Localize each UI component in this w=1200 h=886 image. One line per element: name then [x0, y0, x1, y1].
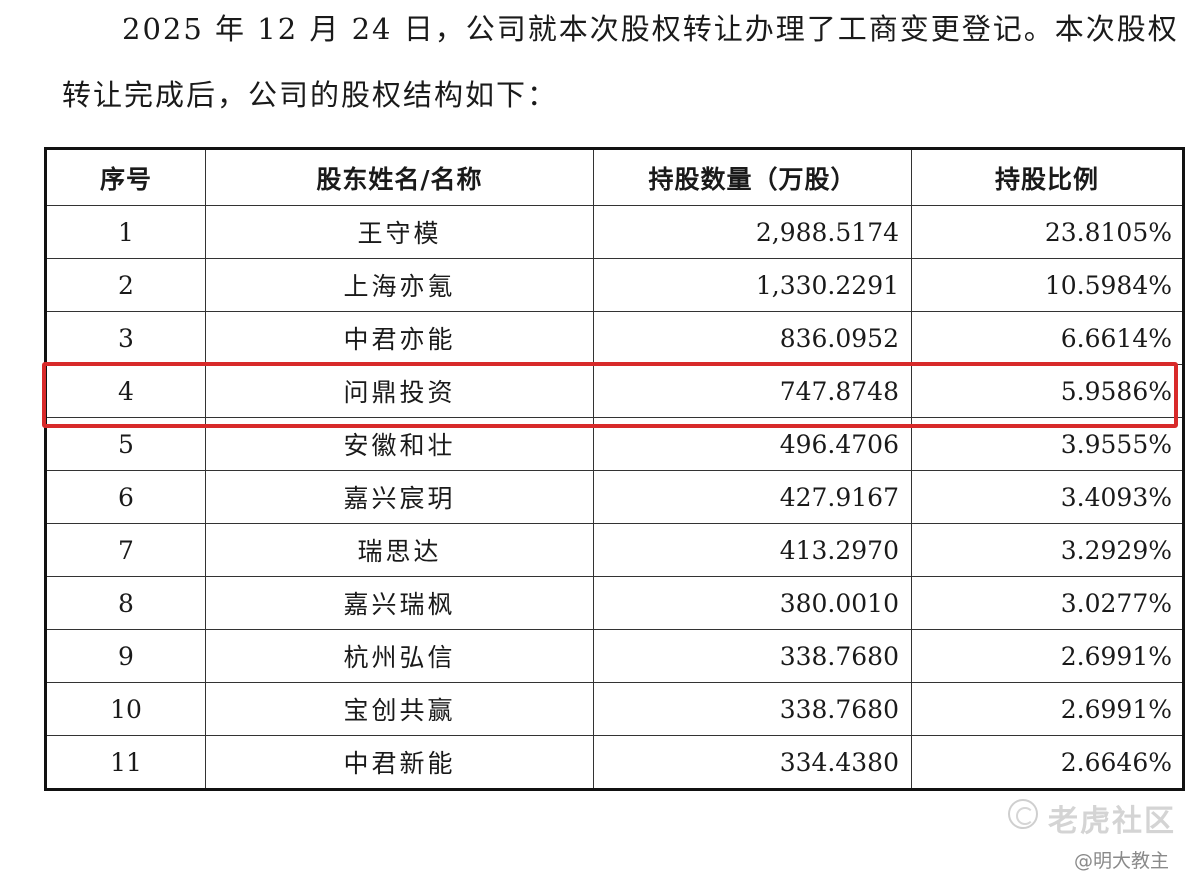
table-row: 3 中君亦能 836.0952 6.6614% — [45, 311, 1184, 365]
row-share-quantity: 338.7680 — [593, 682, 912, 736]
row-index: 7 — [45, 523, 206, 577]
row-shareholder-name: 问鼎投资 — [205, 364, 594, 418]
header-share-ratio: 持股比例 — [911, 148, 1184, 206]
row-share-ratio: 3.9555% — [911, 417, 1184, 471]
row-shareholder-name: 上海亦氪 — [205, 258, 594, 312]
table-row: 9 杭州弘信 338.7680 2.6991% — [45, 629, 1184, 683]
row-shareholder-name: 中君亦能 — [205, 311, 594, 365]
row-shareholder-name: 嘉兴瑞枫 — [205, 576, 594, 630]
table-row: 10 宝创共赢 338.7680 2.6991% — [45, 682, 1184, 736]
table-row: 8 嘉兴瑞枫 380.0010 3.0277% — [45, 576, 1184, 630]
row-index: 10 — [45, 682, 206, 736]
row-index: 2 — [45, 258, 206, 312]
row-index: 6 — [45, 470, 206, 524]
row-index: 1 — [45, 205, 206, 259]
row-share-quantity: 1,330.2291 — [593, 258, 912, 312]
paragraph-line-1: 2025 年 12 月 24 日，公司就本次股权转让办理了工商变更登记。本次股权 — [122, 12, 1179, 46]
row-index: 3 — [45, 311, 206, 365]
row-share-ratio: 3.2929% — [911, 523, 1184, 577]
row-index: 8 — [45, 576, 206, 630]
row-share-ratio: 3.4093% — [911, 470, 1184, 524]
row-shareholder-name: 中君新能 — [205, 735, 594, 790]
paragraph-line-2: 转让完成后，公司的股权结构如下： — [62, 78, 559, 112]
row-shareholder-name: 嘉兴宸玥 — [205, 470, 594, 524]
row-share-ratio: 23.8105% — [911, 205, 1184, 259]
row-share-quantity: 338.7680 — [593, 629, 912, 683]
table-row: 6 嘉兴宸玥 427.9167 3.4093% — [45, 470, 1184, 524]
row-share-ratio: 10.5984% — [911, 258, 1184, 312]
watermark-brand: 老虎社区 — [1048, 804, 1176, 839]
table-row: 7 瑞思达 413.2970 3.2929% — [45, 523, 1184, 577]
table-header-row: 序号 股东姓名/名称 持股数量（万股） 持股比例 — [45, 148, 1184, 206]
header-shareholder-name: 股东姓名/名称 — [205, 148, 594, 206]
row-share-ratio: 2.6991% — [911, 629, 1184, 683]
row-share-quantity: 380.0010 — [593, 576, 912, 630]
row-index: 11 — [45, 735, 206, 790]
row-shareholder-name: 杭州弘信 — [205, 629, 594, 683]
row-index: 4 — [45, 364, 206, 418]
row-share-quantity: 334.4380 — [593, 735, 912, 790]
table-row-highlighted: 4 问鼎投资 747.8748 5.9586% — [45, 364, 1184, 418]
row-shareholder-name: 安徽和壮 — [205, 417, 594, 471]
row-index: 9 — [45, 629, 206, 683]
row-shareholder-name: 宝创共赢 — [205, 682, 594, 736]
row-share-quantity: 747.8748 — [593, 364, 912, 418]
header-share-quantity: 持股数量（万股） — [593, 148, 912, 206]
row-share-ratio: 6.6614% — [911, 311, 1184, 365]
row-share-quantity: 496.4706 — [593, 417, 912, 471]
row-share-quantity: 2,988.5174 — [593, 205, 912, 259]
row-share-ratio: 5.9586% — [911, 364, 1184, 418]
row-share-quantity: 836.0952 — [593, 311, 912, 365]
header-index: 序号 — [45, 148, 206, 206]
table-row: 2 上海亦氪 1,330.2291 10.5984% — [45, 258, 1184, 312]
shareholding-table: 序号 股东姓名/名称 持股数量（万股） 持股比例 1 王守模 2,988.517… — [44, 147, 1185, 791]
row-share-ratio: 3.0277% — [911, 576, 1184, 630]
table-row: 5 安徽和壮 496.4706 3.9555% — [45, 417, 1184, 471]
watermark-username: @明大教主 — [1074, 850, 1170, 872]
row-shareholder-name: 瑞思达 — [205, 523, 594, 577]
row-share-quantity: 427.9167 — [593, 470, 912, 524]
tiger-community-logo-icon — [1008, 799, 1038, 829]
row-shareholder-name: 王守模 — [205, 205, 594, 259]
row-index: 5 — [45, 417, 206, 471]
row-share-ratio: 2.6646% — [911, 735, 1184, 790]
row-share-ratio: 2.6991% — [911, 682, 1184, 736]
table-row: 1 王守模 2,988.5174 23.8105% — [45, 205, 1184, 259]
row-share-quantity: 413.2970 — [593, 523, 912, 577]
table-row: 11 中君新能 334.4380 2.6646% — [45, 735, 1184, 790]
